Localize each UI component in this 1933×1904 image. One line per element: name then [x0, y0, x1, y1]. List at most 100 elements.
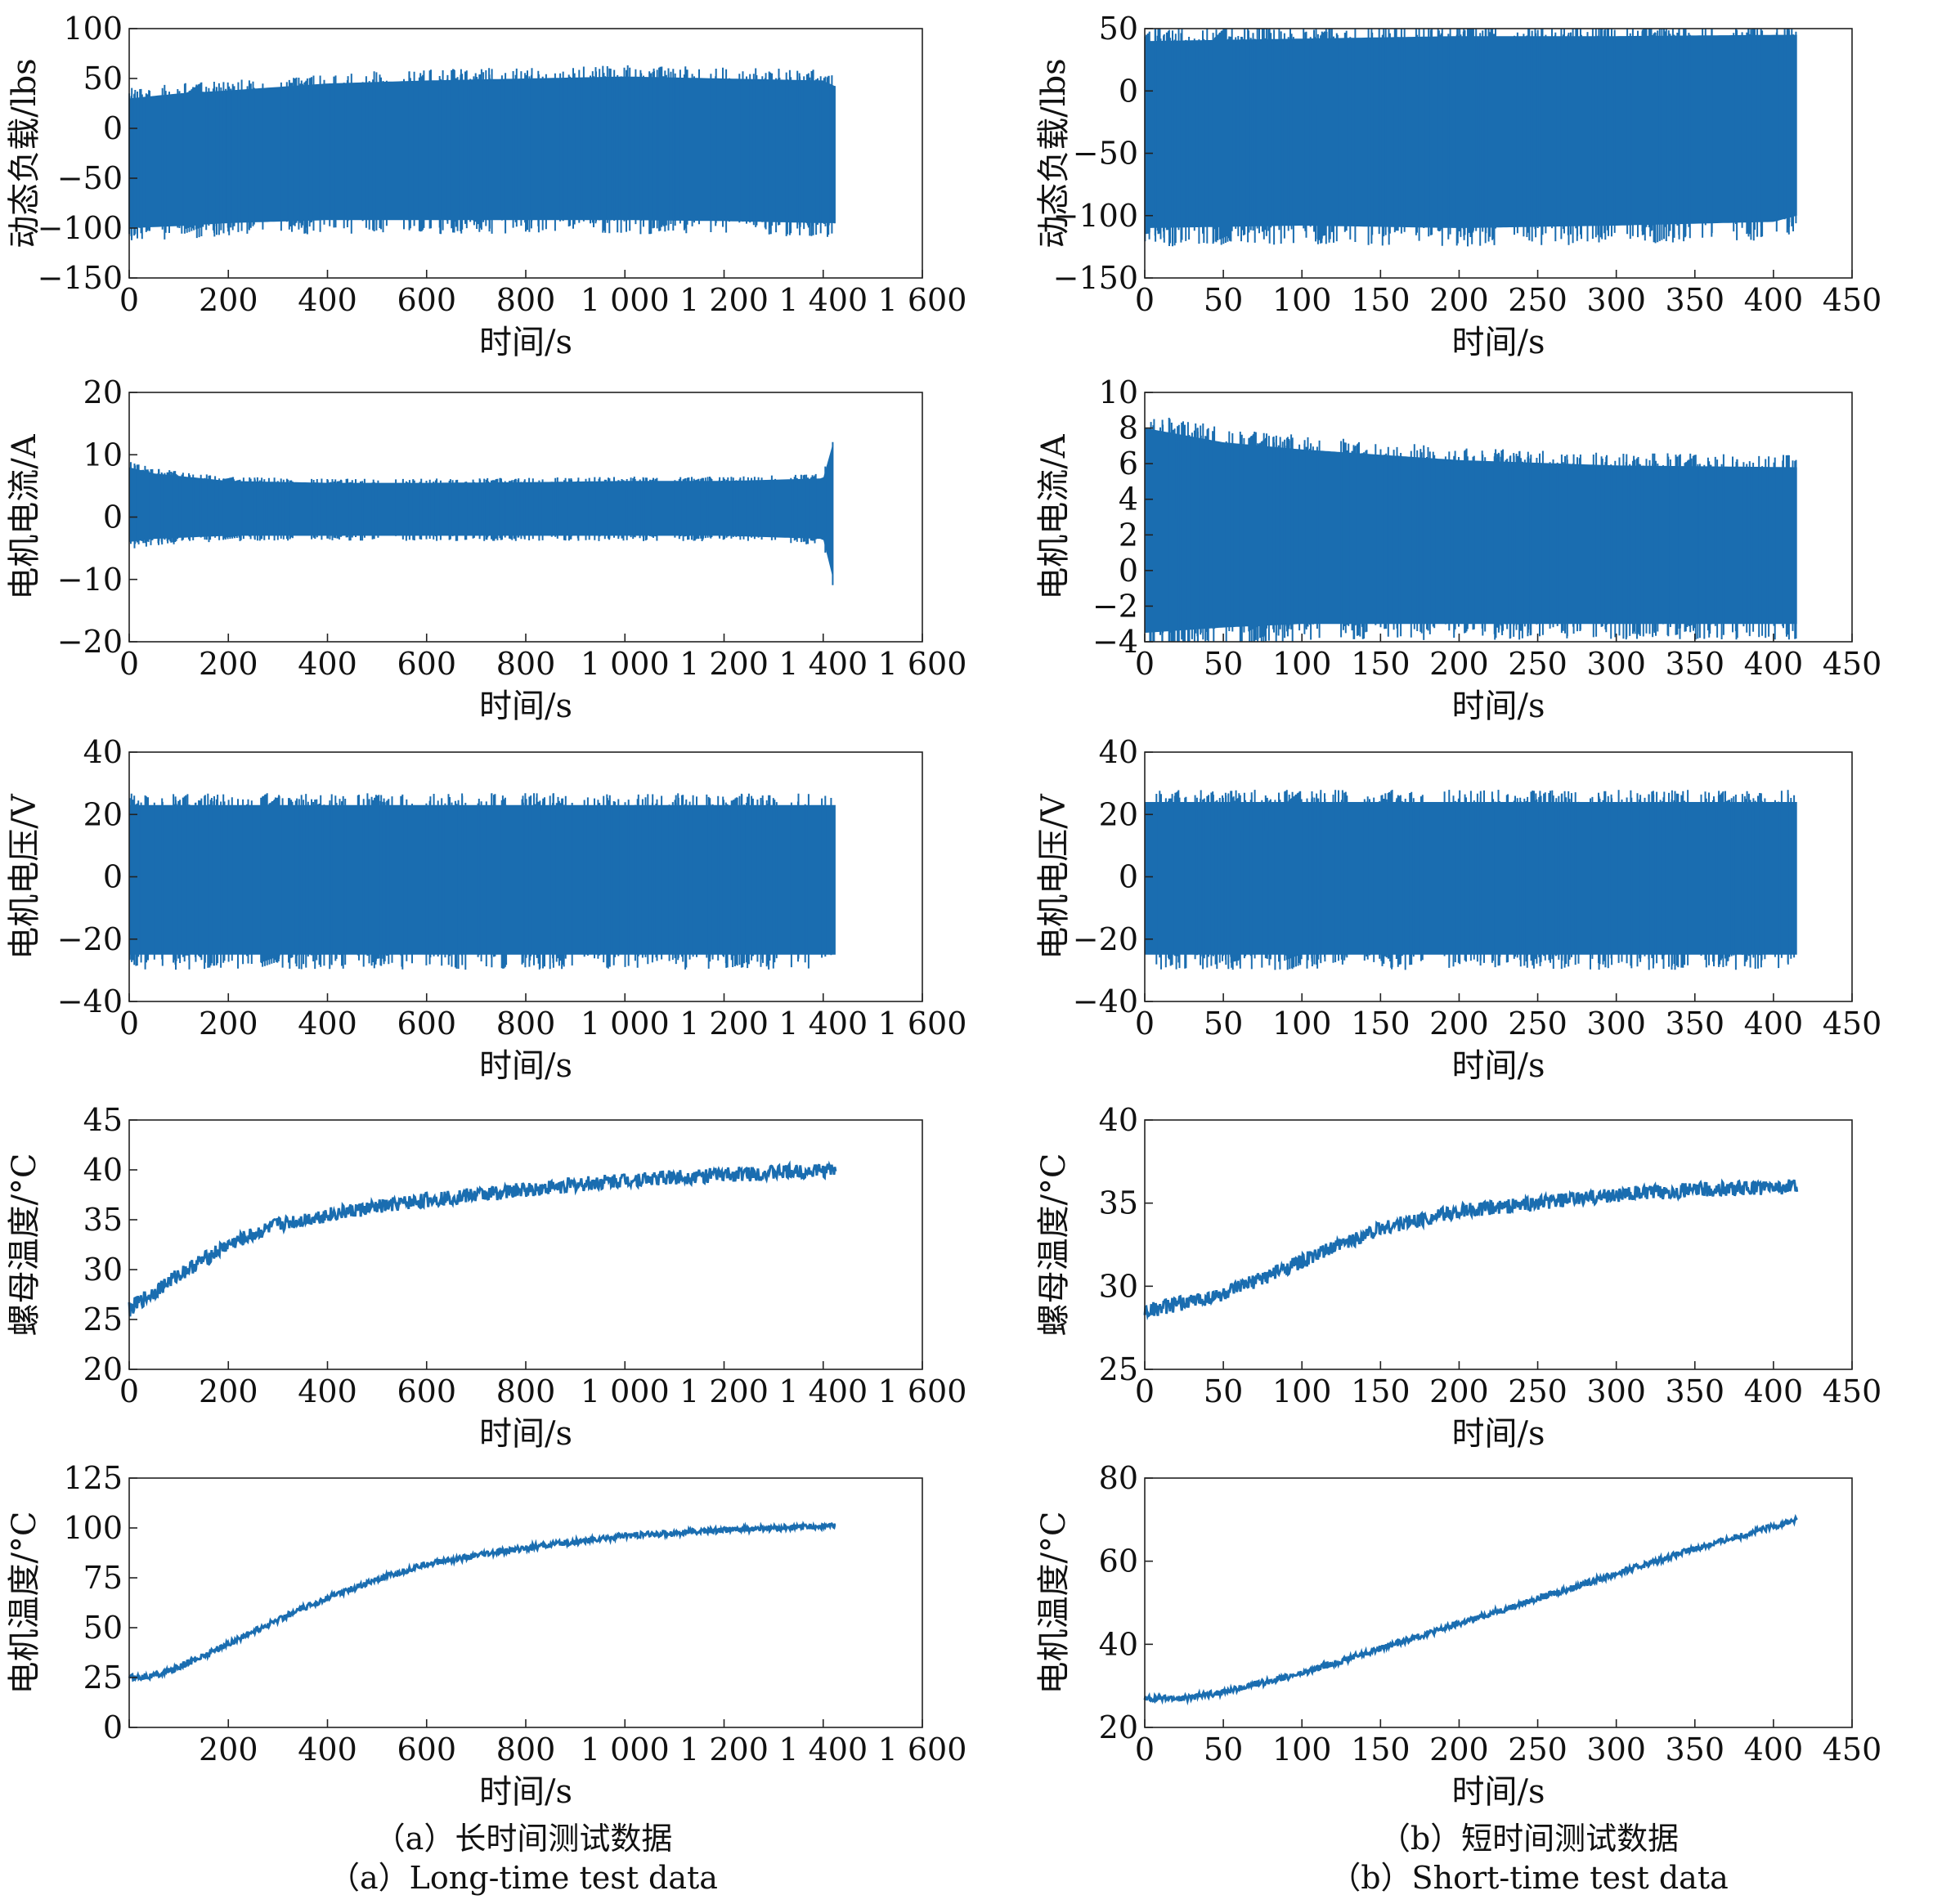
x-tick-label: 250 [1508, 1732, 1567, 1767]
y-tick-label: −20 [1073, 921, 1138, 957]
x-tick-label: 1 600 [878, 1006, 967, 1042]
y-tick-label: 35 [83, 1202, 123, 1238]
x-tick-label: 800 [496, 1373, 556, 1409]
panel-b-nut-temp: 40 35 30 250 50 100 150 200 250 300 350 400 450 时间/s 螺… [1035, 1102, 1881, 1453]
y-tick-label: 8 [1119, 410, 1138, 446]
x-tick-label: 50 [1204, 1373, 1243, 1409]
x-tick-label: 450 [1823, 282, 1882, 318]
x-axis-label-b-load: 时间/s [1451, 324, 1545, 361]
y-tick-label: 0 [1119, 859, 1138, 895]
x-tick-label: 1 200 [679, 1732, 769, 1767]
y-tick-label: −4 [1092, 624, 1138, 660]
y-axis-label-a-load: 动态负载/lbs [6, 58, 43, 248]
x-tick-label: 0 [119, 1006, 139, 1042]
x-tick-label: 800 [496, 646, 556, 682]
panel-a-nut-temp: 45 40 35 30 25 200 200 400 600 800 1 000 1 200 1 400… [6, 1102, 967, 1453]
y-tick-label: 45 [83, 1102, 123, 1138]
series-band-a-current [129, 442, 833, 580]
x-tick-label: 400 [298, 1006, 357, 1042]
series-line-b-nut-temp [1143, 1178, 1799, 1321]
x-tick-label: 400 [298, 646, 357, 682]
x-tick-label: 1 600 [878, 1732, 967, 1767]
x-tick-label: 0 [119, 646, 139, 682]
x-tick-label: 50 [1204, 646, 1243, 682]
x-tick-label: 200 [1429, 646, 1489, 682]
series-b-load [1144, 29, 1797, 247]
x-tick-label: 450 [1823, 646, 1882, 682]
x-tick-label: 400 [298, 282, 357, 318]
x-tick-label: 50 [1204, 1732, 1243, 1767]
series-a-voltage [128, 793, 836, 970]
series-spikes-a-load [128, 65, 836, 240]
x-tick-label: 200 [199, 646, 258, 682]
x-tick-label: 1 200 [679, 282, 769, 318]
y-tick-label: 40 [1099, 1102, 1138, 1138]
x-tick-label: 250 [1508, 1006, 1567, 1042]
panel-b-motor-temp: 80 60 40 200 50 100 150 200 250 300 350 400 450 时间/s 电… [1035, 1460, 1881, 1811]
y-tick-label: 60 [1099, 1543, 1138, 1579]
y-tick-label: 0 [1119, 553, 1138, 589]
x-tick-label: 1 400 [778, 282, 868, 318]
series-line-a-nut-temp [128, 1160, 837, 1317]
axes-frame-b-nut-temp [1144, 1119, 1853, 1370]
x-tick-label: 1 200 [679, 1373, 769, 1409]
series-line-b-motor-temp [1143, 1513, 1798, 1706]
x-tick-label: 0 [1135, 1006, 1155, 1042]
y-tick-label: 50 [1099, 11, 1138, 47]
y-axis-label-b-current: 电机电流/A [1035, 433, 1073, 599]
series-spikes-b-voltage [1155, 790, 1796, 970]
x-tick-label: 600 [397, 1732, 456, 1767]
axes-frame-a-motor-temp [128, 1477, 923, 1728]
y-tick-label: 30 [1099, 1268, 1138, 1304]
x-tick-label: 0 [1135, 1732, 1155, 1767]
x-axis-label-a-voltage: 时间/s [479, 1047, 572, 1085]
y-axis-label-a-nut-temp: 螺母温度/°C [6, 1153, 43, 1336]
y-tick-label: 40 [1099, 734, 1138, 770]
y-tick-label: 50 [83, 1610, 123, 1646]
x-tick-label: 0 [1135, 282, 1155, 318]
y-tick-label: 75 [83, 1560, 123, 1596]
x-tick-label: 400 [1744, 1006, 1804, 1042]
y-tick-label: 10 [83, 437, 123, 473]
x-tick-label: 0 [119, 1373, 139, 1409]
y-tick-label: 100 [63, 11, 123, 47]
x-tick-label: 200 [199, 1006, 258, 1042]
x-tick-label: 400 [1744, 1732, 1804, 1767]
x-tick-label: 350 [1666, 1373, 1725, 1409]
x-tick-label: 150 [1351, 1006, 1411, 1042]
x-tick-label: 450 [1823, 1732, 1882, 1767]
x-tick-label: 200 [1429, 1373, 1489, 1409]
y-tick-label: −20 [57, 921, 123, 957]
x-tick-label: 300 [1586, 1732, 1646, 1767]
series-spikes-b-load [1144, 29, 1797, 247]
x-tick-label: 300 [1586, 1373, 1646, 1409]
x-tick-label: 50 [1204, 282, 1243, 318]
x-tick-label: 200 [199, 1732, 258, 1767]
x-tick-label: 1 400 [778, 1006, 868, 1042]
x-tick-label: 50 [1204, 1006, 1243, 1042]
y-axis-label-b-motor-temp: 电机温度/°C [1035, 1511, 1073, 1694]
x-tick-label: 250 [1508, 646, 1567, 682]
y-tick-label: 80 [1099, 1460, 1138, 1496]
x-axis-label-b-voltage: 时间/s [1451, 1047, 1545, 1085]
x-tick-label: 450 [1823, 1006, 1882, 1042]
x-tick-label: 1 200 [679, 646, 769, 682]
y-tick-label: 20 [1099, 796, 1138, 832]
y-tick-label: 4 [1119, 482, 1138, 517]
x-tick-label: 450 [1823, 1373, 1882, 1409]
x-tick-label: 1 000 [581, 1006, 670, 1042]
series-b-voltage [1145, 790, 1797, 970]
y-axis-label-b-voltage: 电机电压/V [1035, 793, 1073, 959]
y-tick-label: −20 [57, 624, 123, 660]
x-axis-label-a-load: 时间/s [479, 324, 572, 361]
x-axis-label-b-current: 时间/s [1451, 688, 1545, 725]
y-tick-label: 0 [103, 859, 123, 895]
y-tick-label: 35 [1099, 1185, 1138, 1221]
panel-a-motor-temp: 125 100 75 50 25 0 200 400 600 800 1 000 1 200 1 400… [6, 1460, 967, 1811]
series-line-a-motor-temp [128, 1521, 836, 1682]
x-tick-label: 150 [1351, 1732, 1411, 1767]
x-tick-label: 1 600 [878, 646, 967, 682]
x-tick-label: 400 [1744, 1373, 1804, 1409]
